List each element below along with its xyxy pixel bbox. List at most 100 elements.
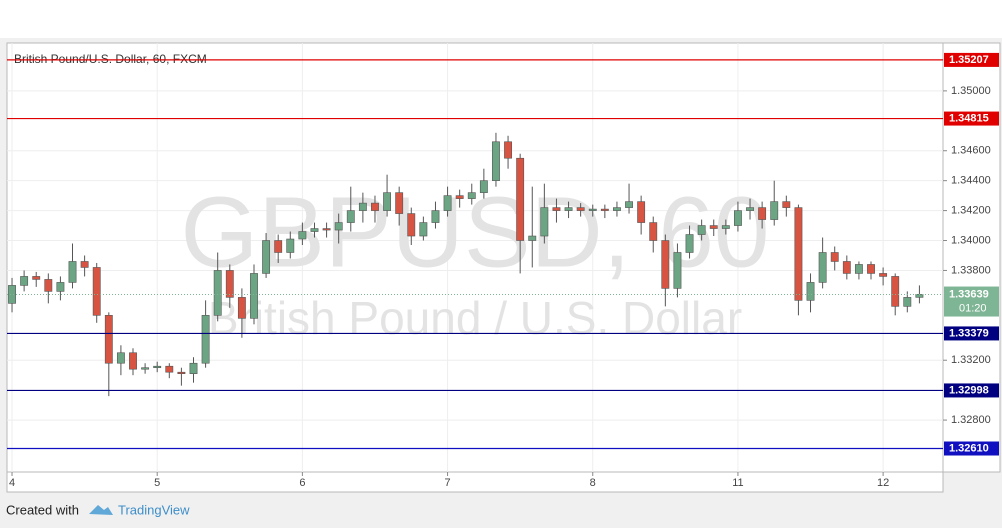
candle-body <box>842 261 851 274</box>
chart-title: British Pound/U.S. Dollar, 60, FXCM <box>14 52 207 66</box>
candle-body <box>564 207 573 211</box>
candle-body <box>721 225 730 229</box>
candle-body <box>516 157 525 241</box>
grid <box>7 43 943 472</box>
candle-body <box>20 276 29 286</box>
countdown: 01:20 <box>959 302 987 314</box>
candle-body <box>104 315 113 364</box>
level-label: 1.32998 <box>949 384 989 396</box>
x-tick-label: 8 <box>590 477 596 489</box>
candle-body <box>68 261 77 283</box>
candle-body <box>286 238 295 253</box>
candle-body <box>395 192 404 214</box>
level-label: 1.34815 <box>949 112 989 124</box>
candle-body <box>770 201 779 220</box>
candle-body <box>213 270 222 316</box>
level-label-bg <box>944 111 999 126</box>
y-tick-label: 1.35000 <box>951 85 991 97</box>
current-price-bg <box>944 286 999 317</box>
candle-body <box>56 282 65 292</box>
candle-body <box>830 252 839 262</box>
candle-body <box>322 228 331 231</box>
candle-body <box>540 207 549 237</box>
candle-body <box>189 362 198 374</box>
x-tick-label: 6 <box>299 477 305 489</box>
y-tick-label: 1.34000 <box>951 234 991 246</box>
x-tick-label: 11 <box>732 477 743 489</box>
candle-body <box>201 315 210 364</box>
level-label-bg <box>944 441 999 456</box>
y-tick-label: 1.33200 <box>951 354 991 366</box>
candle-body <box>262 240 271 274</box>
candle-body <box>250 273 258 319</box>
x-tick-label: 4 <box>9 477 15 489</box>
candle-body <box>697 225 706 235</box>
level-label: 1.32610 <box>949 442 989 454</box>
y-tick-label: 1.34400 <box>951 175 991 187</box>
y-tick-label: 1.34600 <box>951 145 991 157</box>
candle-body <box>685 234 694 253</box>
candle-body <box>818 252 827 283</box>
candle-body <box>661 240 670 289</box>
footer-brand[interactable]: TradingView <box>118 502 190 517</box>
current-price-label: 1.33639 <box>949 288 989 300</box>
tradingview-logo <box>89 505 113 515</box>
candle-body <box>528 235 537 241</box>
candle-body <box>334 222 343 231</box>
level-label: 1.33379 <box>949 327 989 339</box>
candle-body <box>492 141 500 181</box>
candle-body <box>383 192 392 211</box>
candle-body <box>709 225 718 229</box>
candle-body <box>588 208 597 211</box>
candle-body <box>504 141 512 159</box>
candle-body <box>116 352 125 364</box>
candle-body <box>479 180 488 193</box>
candle-body <box>758 207 767 220</box>
y-tick-label: 1.33800 <box>951 264 991 276</box>
candle-body <box>80 261 89 268</box>
candle-body <box>806 282 815 301</box>
time-axis <box>6 471 944 493</box>
candle-body <box>141 367 150 370</box>
candle-body <box>613 207 621 211</box>
candle-body <box>903 297 912 307</box>
level-label-bg <box>944 52 999 67</box>
candle-body <box>358 202 367 211</box>
candle-body <box>746 207 754 211</box>
candle-body <box>419 222 428 237</box>
candle-body <box>637 201 646 223</box>
candle-body <box>44 279 53 292</box>
candle-body <box>576 207 585 211</box>
watermark-subtitle: British Pound / U.S. Dollar <box>208 292 742 344</box>
plot-area <box>6 42 944 473</box>
price-axis <box>942 42 1001 473</box>
candle-body <box>371 202 379 211</box>
level-label: 1.35207 <box>949 54 989 66</box>
candle-body <box>298 231 307 240</box>
candle-body <box>431 210 440 223</box>
candle-body <box>734 210 742 226</box>
candle-body <box>443 195 452 211</box>
candle-body <box>346 210 355 223</box>
candle-body <box>552 207 561 211</box>
y-tick-label: 1.34200 <box>951 204 991 216</box>
footer-prefix: Created with <box>6 502 79 517</box>
level-label-bg <box>944 326 999 341</box>
candle-body <box>673 252 682 289</box>
candle-body <box>177 371 186 374</box>
candle-body <box>625 201 633 208</box>
candle-body <box>867 264 875 274</box>
candle-body <box>407 213 416 237</box>
candle-body <box>32 276 41 280</box>
candle-body <box>854 264 863 274</box>
candle-body <box>455 195 464 199</box>
candle-body <box>165 365 174 373</box>
x-tick-label: 12 <box>877 477 889 489</box>
candle-body <box>225 270 234 298</box>
candle-body <box>879 273 888 277</box>
candle-body <box>794 207 803 301</box>
candle-body <box>237 297 246 319</box>
candle-body <box>782 201 791 208</box>
candle-body <box>274 240 283 253</box>
